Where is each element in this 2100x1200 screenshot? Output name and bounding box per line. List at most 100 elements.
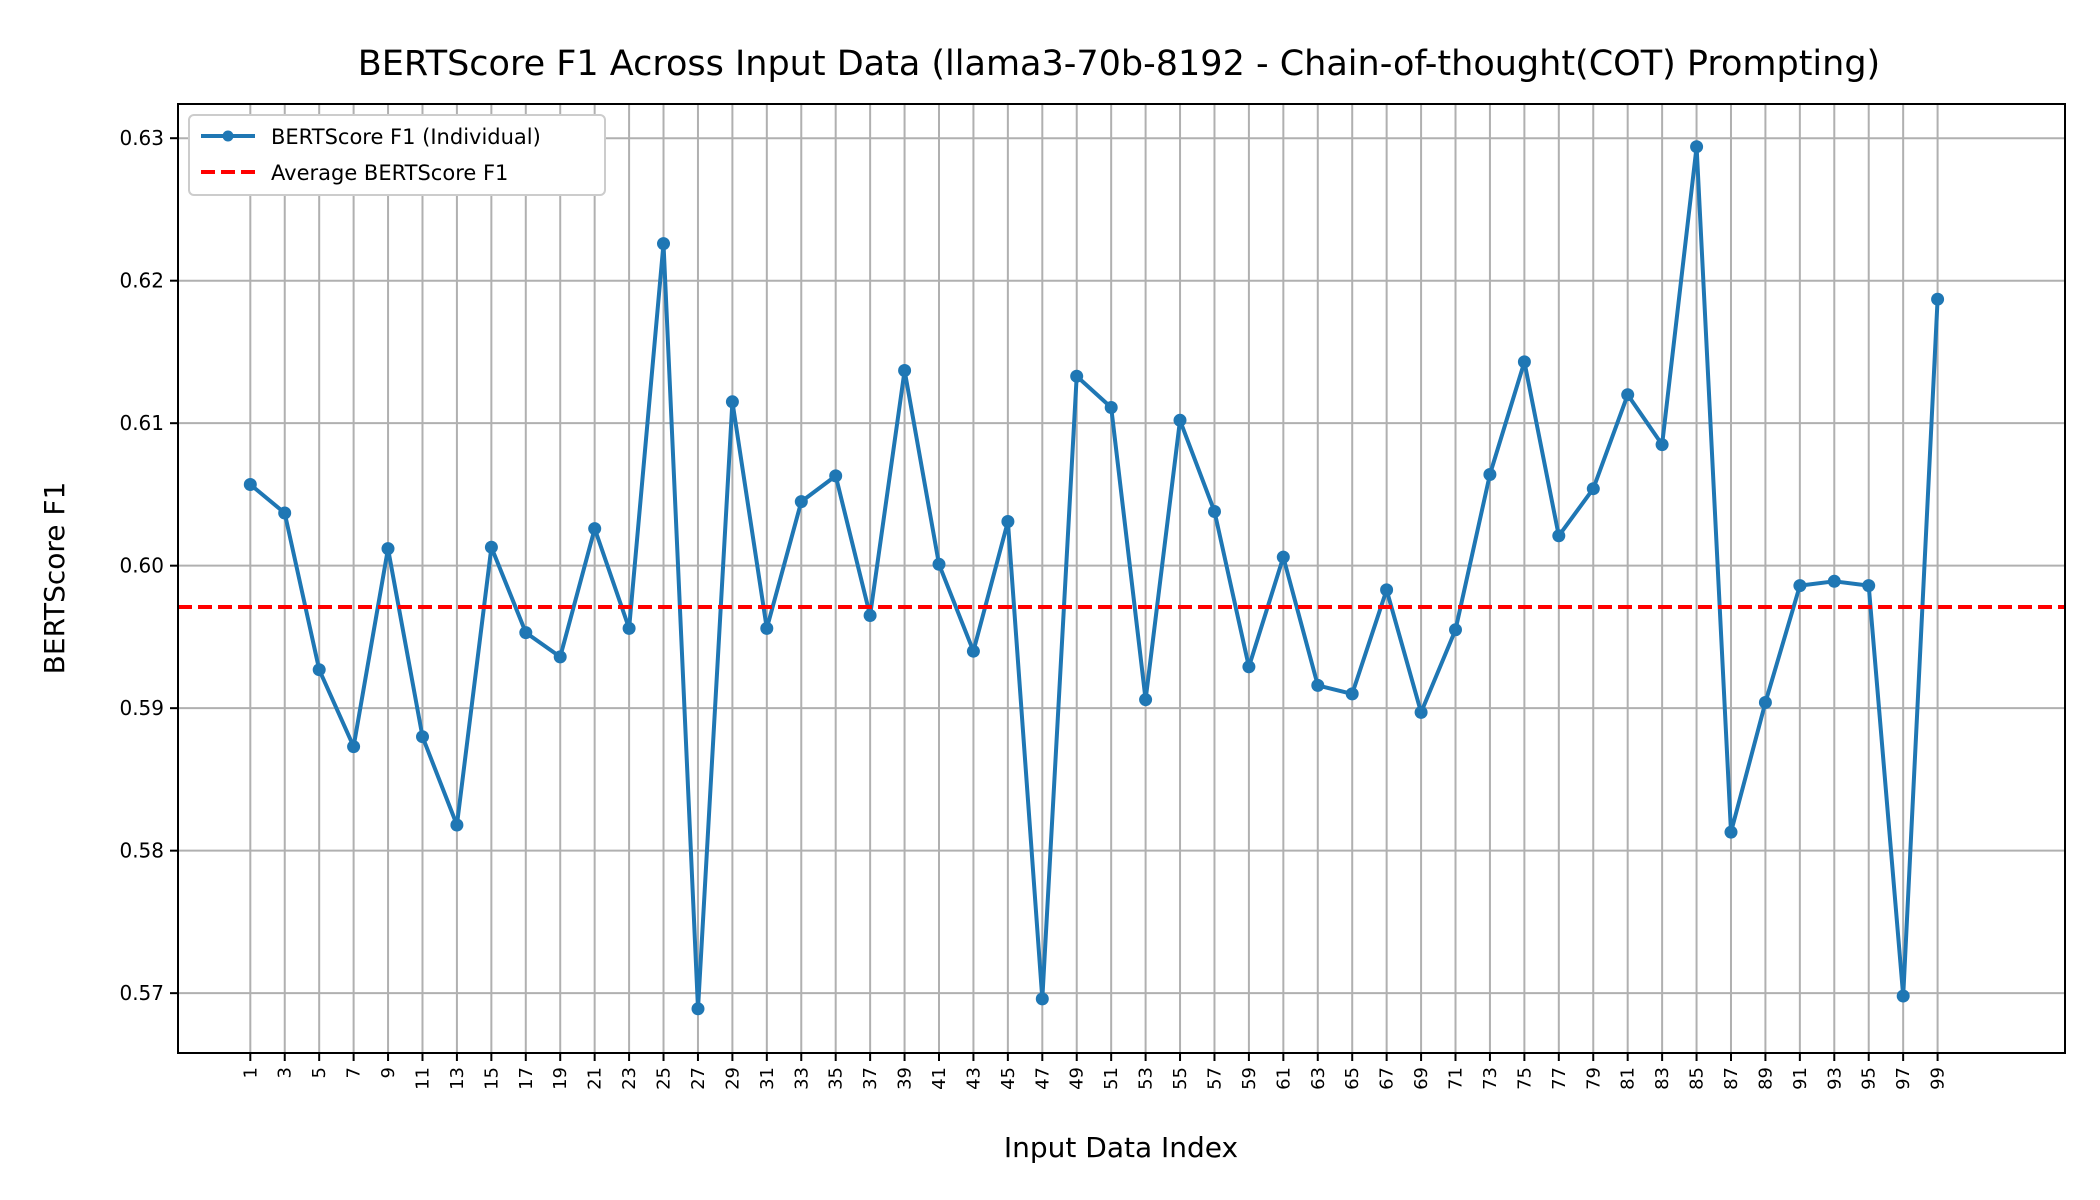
data-point (1552, 529, 1566, 543)
y-tick-label: 0.60 (119, 554, 164, 578)
x-tick-label: 77 (1549, 1067, 1570, 1090)
x-tick-label: 71 (1446, 1067, 1467, 1090)
x-tick-label: 7 (344, 1067, 365, 1078)
x-tick-label: 33 (791, 1067, 812, 1090)
x-tick-label: 29 (722, 1067, 743, 1090)
x-tick-label: 47 (1032, 1067, 1053, 1090)
x-tick-label: 61 (1273, 1067, 1294, 1090)
x-tick-label: 79 (1583, 1067, 1604, 1090)
x-tick-label: 69 (1411, 1067, 1432, 1090)
data-point (1690, 140, 1704, 154)
data-point (1208, 505, 1221, 518)
x-tick-label: 97 (1893, 1067, 1914, 1090)
x-tick-label: 15 (481, 1067, 502, 1090)
data-point (1517, 355, 1531, 369)
x-tick-label: 41 (929, 1067, 950, 1090)
legend-label-average: Average BERTScore F1 (271, 161, 508, 185)
legend-label-individual: BERTScore F1 (Individual) (271, 125, 541, 149)
data-point (1655, 438, 1669, 452)
x-tick-label: 55 (1170, 1067, 1191, 1090)
data-point (863, 609, 877, 622)
data-point (1139, 693, 1153, 707)
x-tick-label: 95 (1859, 1067, 1880, 1090)
x-axis: 1 3 5 7 9 11 13 15 17 19 21 23 25 27 29 31 33 35 37 39 41 43 4… (240, 1053, 1949, 1090)
data-point (794, 495, 808, 509)
plot-frame (177, 103, 2066, 1054)
data-point (1586, 482, 1600, 496)
data-point (1827, 574, 1841, 588)
x-axis-label: Input Data Index (1004, 1131, 1238, 1164)
data-point (1001, 515, 1015, 528)
x-tick-label: 19 (550, 1067, 571, 1090)
data-point (760, 621, 774, 635)
x-tick-label: 3 (275, 1067, 296, 1078)
x-tick-label: 63 (1308, 1067, 1329, 1090)
x-tick-label: 11 (412, 1067, 433, 1090)
x-tick-label: 81 (1618, 1067, 1639, 1090)
y-tick-label: 0.57 (119, 981, 164, 1005)
series-layer (178, 140, 2065, 1016)
x-tick-label: 37 (860, 1067, 881, 1090)
data-point (381, 542, 395, 556)
x-tick-label: 5 (309, 1067, 330, 1078)
x-tick-label: 49 (1067, 1067, 1088, 1090)
data-point (1449, 623, 1462, 637)
y-tick-label: 0.58 (119, 839, 164, 863)
x-tick-label: 21 (585, 1067, 606, 1090)
y-tick-label: 0.61 (119, 411, 164, 435)
x-tick-label: 53 (1136, 1067, 1157, 1090)
data-point (347, 740, 361, 754)
data-point (691, 1002, 705, 1016)
data-point (1242, 660, 1256, 674)
data-point (1758, 696, 1772, 709)
y-tick-label: 0.63 (119, 126, 164, 150)
x-tick-label: 31 (757, 1067, 778, 1090)
data-point (1104, 401, 1118, 414)
data-point (484, 540, 498, 554)
data-point (588, 522, 602, 536)
data-point (657, 237, 670, 251)
data-point (243, 478, 257, 491)
data-point (450, 818, 464, 832)
data-point (278, 506, 292, 520)
x-tick-label: 99 (1928, 1067, 1949, 1090)
x-tick-label: 83 (1652, 1067, 1673, 1090)
data-point (1070, 369, 1084, 383)
x-tick-label: 9 (378, 1067, 399, 1078)
x-tick-label: 87 (1721, 1067, 1742, 1090)
data-point (312, 663, 326, 677)
x-tick-label: 75 (1514, 1067, 1535, 1090)
data-point (725, 395, 739, 409)
y-axis: 0.57 0.58 0.59 0.60 0.61 0.62 0.63 (119, 126, 178, 1005)
x-tick-label: 85 (1687, 1067, 1708, 1090)
x-tick-label: 89 (1755, 1067, 1776, 1090)
data-point (622, 621, 636, 635)
data-point (1483, 468, 1497, 481)
data-point (898, 364, 912, 377)
x-tick-label: 73 (1480, 1067, 1501, 1090)
data-point (1276, 550, 1290, 564)
data-point (829, 469, 843, 483)
series-line-individual (249, 144, 1940, 1011)
x-tick-label: 51 (1101, 1067, 1122, 1090)
data-point (1724, 825, 1738, 839)
data-point (1621, 388, 1635, 402)
x-tick-label: 39 (895, 1067, 916, 1090)
x-tick-label: 45 (998, 1067, 1019, 1090)
data-point (1035, 992, 1049, 1006)
data-point (1173, 413, 1187, 427)
x-tick-label: 65 (1342, 1067, 1363, 1090)
legend-marker-individual (222, 130, 234, 142)
x-tick-label: 43 (963, 1067, 984, 1090)
y-axis-label: BERTScore F1 (38, 482, 71, 675)
data-point (1896, 989, 1910, 1003)
data-point (1345, 687, 1359, 701)
legend: BERTScore F1 (Individual) Average BERTSc… (188, 114, 606, 196)
data-point (416, 730, 429, 744)
x-tick-label: 13 (447, 1067, 468, 1090)
data-point (553, 650, 567, 664)
data-point (1793, 579, 1807, 593)
data-point (1414, 705, 1428, 719)
